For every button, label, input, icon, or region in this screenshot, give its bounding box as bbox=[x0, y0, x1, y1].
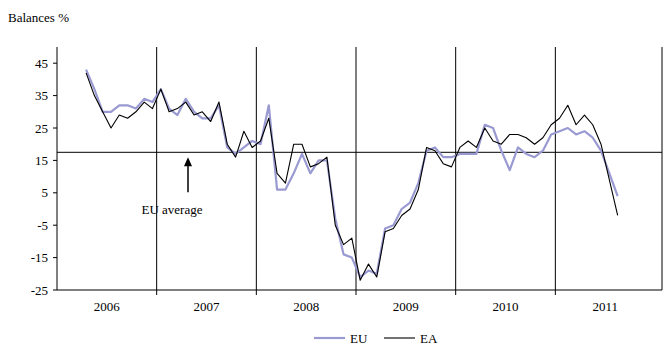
series-line bbox=[86, 70, 618, 277]
y-tick-label: 25 bbox=[35, 121, 48, 136]
x-axis-line bbox=[57, 290, 662, 291]
y-tick-label: 45 bbox=[35, 56, 48, 71]
x-tick-label: 2006 bbox=[94, 299, 121, 314]
x-tick-label: 2007 bbox=[194, 299, 221, 314]
legend-label: EA bbox=[420, 331, 438, 346]
x-tick-label: 2011 bbox=[592, 299, 618, 314]
x-tick-label: 2008 bbox=[293, 299, 319, 314]
y-tick-mark bbox=[53, 63, 57, 64]
y-tick-label: 15 bbox=[35, 153, 48, 168]
x-tick-mark bbox=[555, 290, 556, 295]
grid-line bbox=[455, 47, 456, 290]
annotation-arrow-head bbox=[184, 157, 192, 166]
plot-area bbox=[57, 70, 662, 281]
frame-right bbox=[662, 47, 663, 290]
y-tick-label: -25 bbox=[31, 283, 48, 298]
y-tick-label: -15 bbox=[31, 250, 48, 265]
y-tick-label: 5 bbox=[42, 185, 49, 200]
series-line bbox=[86, 73, 618, 280]
x-tick-mark bbox=[455, 290, 456, 295]
annotation-label: EU average bbox=[142, 202, 203, 217]
y-tick-mark bbox=[53, 290, 57, 291]
x-tick-mark bbox=[156, 290, 157, 295]
legend-swatch bbox=[314, 337, 345, 339]
y-tick-label: -5 bbox=[37, 218, 48, 233]
y-tick-mark bbox=[53, 160, 57, 161]
y-axis-line bbox=[57, 47, 58, 290]
y-axis-title: Balances % bbox=[8, 10, 69, 25]
legend-label: EU bbox=[350, 331, 368, 346]
grid-line bbox=[555, 47, 556, 290]
x-tick-label: 2009 bbox=[393, 299, 419, 314]
y-tick-mark bbox=[53, 95, 57, 96]
y-tick-mark bbox=[53, 192, 57, 193]
chart: Balances % 45 35 25 15 5 -5 -15 -25 2006 2007 2008 2… bbox=[0, 0, 669, 355]
grid-line bbox=[156, 47, 157, 290]
y-tick-mark bbox=[53, 128, 57, 129]
y-tick-mark bbox=[53, 257, 57, 258]
x-tick-label: 2010 bbox=[493, 299, 519, 314]
y-tick-label: 35 bbox=[35, 88, 48, 103]
x-tick-mark bbox=[256, 290, 257, 295]
x-tick-mark bbox=[356, 290, 357, 295]
grid-line bbox=[356, 47, 357, 290]
reference-line bbox=[57, 152, 662, 153]
legend-swatch bbox=[384, 337, 415, 338]
y-tick-mark bbox=[53, 225, 57, 226]
grid-line bbox=[256, 47, 257, 290]
annotation-arrow bbox=[187, 162, 189, 192]
